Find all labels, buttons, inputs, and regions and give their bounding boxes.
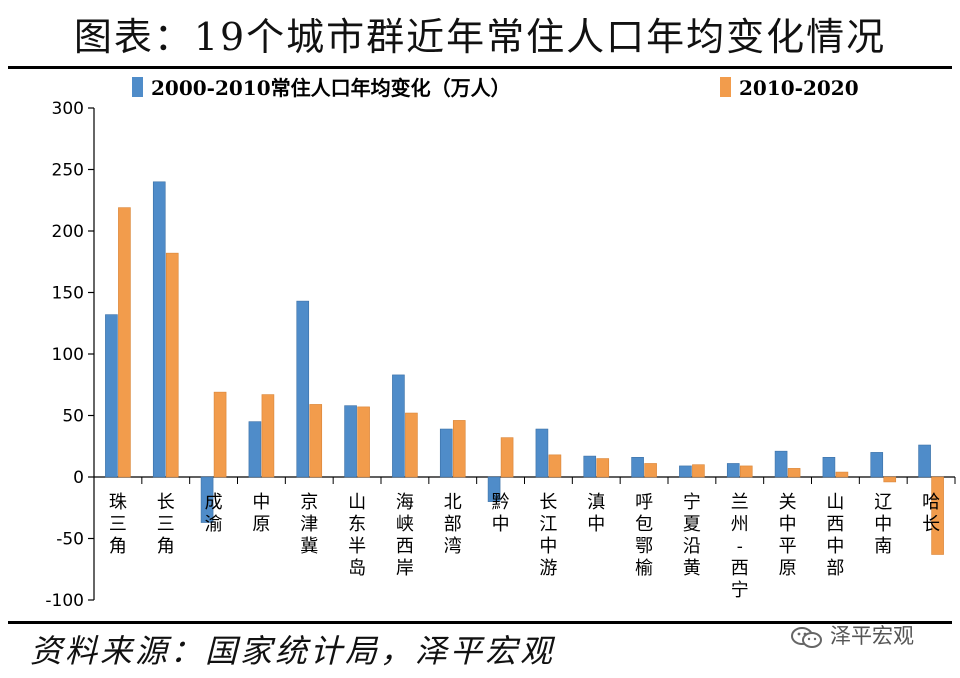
category-label: 长三角 bbox=[157, 492, 175, 557]
y-tick-label: 250 bbox=[52, 161, 84, 181]
category-label: 山东半岛 bbox=[348, 492, 366, 579]
bar-series2 bbox=[213, 391, 227, 478]
bottom-rule bbox=[8, 621, 952, 624]
category-label: 滇中 bbox=[587, 492, 605, 535]
category-label: 宁夏沿黄 bbox=[683, 492, 701, 579]
bar-series1 bbox=[152, 181, 166, 478]
category-label: 辽中南 bbox=[874, 492, 892, 557]
bar-series1 bbox=[583, 455, 597, 478]
wechat-icon bbox=[791, 627, 822, 648]
y-tick-label: 300 bbox=[52, 99, 84, 119]
legend-swatch bbox=[720, 77, 731, 97]
bar-series1 bbox=[679, 465, 692, 478]
bar-series1 bbox=[535, 428, 549, 478]
legend-swatch bbox=[132, 77, 143, 97]
watermark-text: 泽平宏观 bbox=[830, 624, 914, 648]
source-note: 资料来源：国家统计局，泽平宏观 bbox=[30, 632, 556, 670]
bar-series2 bbox=[357, 406, 370, 478]
y-tick-label: 0 bbox=[73, 468, 84, 488]
category-label: 中原 bbox=[252, 492, 270, 535]
category-label: 哈长 bbox=[922, 492, 940, 535]
bar-series2 bbox=[548, 454, 562, 478]
bar-series2 bbox=[644, 463, 657, 478]
bar-series1 bbox=[726, 463, 740, 478]
bar-series1 bbox=[392, 374, 405, 478]
bar-series1 bbox=[344, 405, 357, 478]
bar-series2 bbox=[500, 437, 514, 478]
bar-series1 bbox=[487, 476, 501, 502]
top-rule bbox=[8, 66, 952, 69]
bar-series2 bbox=[835, 471, 849, 478]
bar-series1 bbox=[631, 457, 644, 478]
page-title: 图表：19个城市群近年常住人口年均变化情况 bbox=[73, 15, 887, 59]
bar-series2 bbox=[739, 465, 753, 478]
bar-series1 bbox=[870, 452, 884, 478]
bar-series1 bbox=[918, 444, 931, 478]
bar-series2 bbox=[261, 394, 275, 478]
category-label: 海峡西岸 bbox=[396, 492, 414, 579]
category-label: 呼包鄂榆 bbox=[635, 492, 653, 579]
y-tick-label: 150 bbox=[52, 284, 84, 304]
bar-series1 bbox=[248, 421, 262, 478]
bar-series1 bbox=[296, 300, 310, 478]
bar-series2 bbox=[883, 476, 897, 483]
bar-series2 bbox=[452, 420, 466, 478]
y-tick-label: -50 bbox=[56, 530, 84, 550]
category-label: 山西中部 bbox=[826, 492, 844, 579]
category-label: 珠三角 bbox=[109, 492, 127, 557]
y-tick-label: -100 bbox=[45, 591, 84, 611]
category-label: 兰州-西宁 bbox=[731, 492, 749, 601]
bar-series1 bbox=[200, 476, 214, 523]
bar-series2 bbox=[405, 412, 418, 478]
bar-series1 bbox=[439, 428, 453, 478]
bar-series2 bbox=[787, 468, 801, 478]
bar-series2 bbox=[118, 207, 131, 478]
y-tick-label: 50 bbox=[62, 407, 84, 427]
category-label: 关中平原 bbox=[779, 492, 797, 579]
category-label: 北部湾 bbox=[444, 492, 462, 557]
bar-series2 bbox=[309, 404, 323, 478]
bar-series2 bbox=[931, 476, 944, 555]
bar-series1 bbox=[774, 450, 788, 478]
bar-series1 bbox=[822, 457, 836, 478]
category-label: 京津冀 bbox=[300, 492, 318, 557]
bar-series2 bbox=[165, 252, 179, 478]
bar-series1 bbox=[105, 314, 118, 478]
category-label: 成渝 bbox=[205, 492, 223, 535]
y-tick-label: 100 bbox=[52, 345, 84, 365]
y-tick-label: 200 bbox=[52, 222, 84, 242]
bar-series2 bbox=[692, 464, 705, 478]
legend-label: 2000-2010常住人口年均变化（万人） bbox=[151, 76, 511, 100]
bar-series2 bbox=[596, 458, 610, 478]
legend-label: 2010-2020 bbox=[739, 76, 859, 100]
category-label: 长江中游 bbox=[539, 492, 557, 579]
watermark: 泽平宏观 bbox=[790, 618, 914, 654]
category-label: 黔中 bbox=[492, 492, 510, 535]
